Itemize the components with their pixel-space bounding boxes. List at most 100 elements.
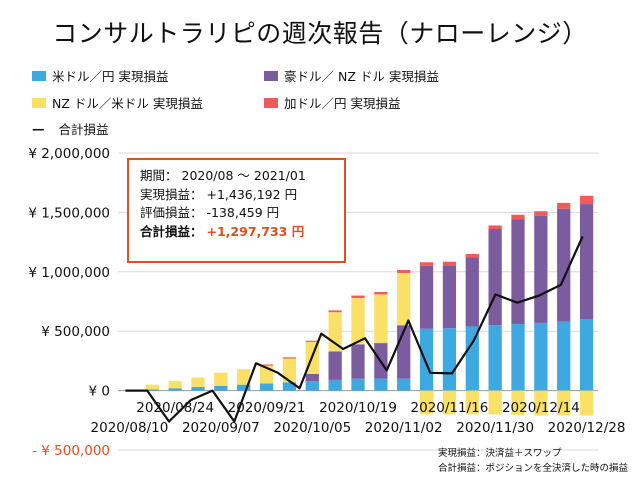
legend-item-aud-nzd: 豪ドル／ NZ ドル 実現損益 xyxy=(264,66,439,85)
chart-title: コンサルトラリピの週次報告（ナローレンジ） xyxy=(52,19,588,48)
bar-nzd-usd xyxy=(168,381,182,389)
bar-usd-jpy xyxy=(397,378,411,391)
bar-usd-jpy xyxy=(419,328,434,391)
y-tick-label: ¥ 0 xyxy=(89,384,110,400)
summary-box: 期間： 2020/08 ～ 2021/01 実現損益： +1,436,192 円… xyxy=(127,158,346,263)
bar-nzd-usd xyxy=(488,390,502,415)
bar-cad-jpy xyxy=(579,195,594,205)
bar-cad-jpy xyxy=(442,261,457,266)
x-tick-label: 2020/11/02 xyxy=(365,420,443,436)
y-axis-labels: ¥ 2,000,000 ¥ 1,500,000 ¥ 1,000,000 ¥ 500,0… xyxy=(28,146,110,459)
bar-usd-jpy xyxy=(374,378,388,391)
total-line xyxy=(125,235,584,423)
x-tick-label: 2020/11/16 xyxy=(411,400,489,416)
x-tick-label: 2020/12/28 xyxy=(548,420,626,436)
bar-aud-nzd xyxy=(351,344,365,379)
bar-aud-nzd xyxy=(328,351,342,380)
bar-cad-jpy xyxy=(511,214,525,220)
bar-usd-jpy xyxy=(282,382,297,391)
summary-realized-value: +1,436,192 円 xyxy=(206,186,298,202)
bar-aud-nzd xyxy=(419,265,434,329)
bar-usd-jpy xyxy=(328,379,342,391)
x-tick-label: 2020/08/24 xyxy=(136,400,214,416)
x-tick-label: 2020/11/30 xyxy=(456,420,534,436)
bar-cad-jpy xyxy=(328,310,342,313)
legend-swatch-cad-jpy xyxy=(264,97,278,108)
legend-item-usd-jpy: 米ドル／円 実現損益 xyxy=(32,66,168,85)
bar-usd-jpy xyxy=(214,385,228,391)
bar-usd-jpy xyxy=(442,328,457,391)
y-tick-label: ¥ 1,000,000 xyxy=(28,265,110,281)
footnote-total: 合計損益：ポジションを全決済した時の損益 xyxy=(438,463,629,474)
legend-swatch-nzd-usd xyxy=(32,97,46,108)
bar-aud-nzd xyxy=(465,257,479,327)
bar-cad-jpy xyxy=(305,340,319,342)
bar-nzd-usd xyxy=(579,390,594,416)
bar-usd-jpy xyxy=(579,319,594,391)
bar-nzd-usd xyxy=(419,390,434,415)
summary-period-label: 期間： xyxy=(140,168,178,183)
bar-nzd-usd xyxy=(374,294,388,344)
x-tick-label: 2020/09/07 xyxy=(182,420,260,436)
bar-cad-jpy xyxy=(488,225,502,230)
bar-nzd-usd xyxy=(351,297,365,345)
legend-item-nzd-usd: NZ ドル／米ドル 実現損益 xyxy=(32,93,203,112)
bar-nzd-usd xyxy=(145,384,159,390)
summary-unrealized: 評価損益： -138,459 円 xyxy=(140,204,344,223)
bar-nzd-usd xyxy=(237,369,251,385)
bar-usd-jpy xyxy=(511,324,525,391)
bar-cad-jpy xyxy=(259,364,274,366)
bar-nzd-usd xyxy=(557,390,571,416)
legend-label-total: 合計損益 xyxy=(58,122,109,137)
legend-label-usd-jpy: 米ドル／円 実現損益 xyxy=(52,69,169,84)
x-axis-labels: 2020/08/24 2020/09/21 2020/10/19 2020/11/16… xyxy=(91,400,626,436)
summary-period: 期間： 2020/08 ～ 2021/01 xyxy=(140,167,344,186)
legend-line-glyph: — xyxy=(32,121,45,136)
bar-usd-jpy xyxy=(145,389,159,391)
bar-usd-jpy xyxy=(237,384,251,391)
bar-cad-jpy xyxy=(282,357,297,359)
footnote-realized: 実現損益：決済益＋スワップ xyxy=(438,448,562,459)
summary-total-value: +1,297,733 円 xyxy=(206,223,305,239)
bar-usd-jpy xyxy=(557,321,571,391)
legend-swatch-aud-nzd xyxy=(264,70,278,81)
summary-total: 合計損益： +1,297,733 円 xyxy=(140,223,344,242)
summary-realized-label: 実現損益： xyxy=(140,186,203,202)
legend-label-aud-nzd: 豪ドル／ NZ ドル 実現損益 xyxy=(284,69,439,84)
x-tick-label: 2020/10/05 xyxy=(273,420,351,436)
bar-usd-jpy xyxy=(534,322,548,391)
bar-nzd-usd xyxy=(442,390,457,415)
bar-cad-jpy xyxy=(419,262,434,266)
bar-cad-jpy xyxy=(534,211,548,216)
bar-aud-nzd xyxy=(557,208,571,322)
x-tick-label: 2020/08/10 xyxy=(91,420,169,436)
summary-period-value: 2020/08 ～ 2021/01 xyxy=(181,168,306,183)
x-tick-label: 2020/12/14 xyxy=(502,400,580,416)
y-tick-label: ¥ 500,000 xyxy=(41,324,110,340)
summary-total-label: 合計損益： xyxy=(140,223,203,239)
bar-aud-nzd xyxy=(442,265,457,329)
bar-nzd-usd xyxy=(282,358,297,383)
bar-usd-jpy xyxy=(465,326,479,391)
bar-usd-jpy xyxy=(305,381,319,391)
bar-nzd-usd xyxy=(534,390,548,416)
y-tick-label: ¥ 2,000,000 xyxy=(28,146,110,162)
bar-usd-jpy xyxy=(488,325,502,391)
bar-aud-nzd xyxy=(534,215,548,323)
y-tick-label: ¥ 1,500,000 xyxy=(28,205,110,221)
bar-aud-nzd xyxy=(511,219,525,325)
bar-aud-nzd xyxy=(579,204,594,320)
footnotes: 実現損益：決済益＋スワップ 合計損益：ポジションを全決済した時の損益 xyxy=(438,446,628,476)
legend-label-nzd-usd: NZ ドル／米ドル 実現損益 xyxy=(52,96,203,111)
bar-cad-jpy xyxy=(351,295,365,298)
summary-unrealized-label: 評価損益： xyxy=(140,205,203,220)
bar-nzd-usd xyxy=(465,390,479,415)
legend-swatch-usd-jpy xyxy=(32,70,46,81)
bar-aud-nzd xyxy=(488,229,502,326)
legend-item-total: — 合計損益 xyxy=(32,119,109,138)
bar-cad-jpy xyxy=(557,202,571,209)
bar-cad-jpy xyxy=(374,291,388,295)
legend-label-cad-jpy: 加ドル／円 実現損益 xyxy=(284,96,401,111)
x-tick-label: 2020/09/21 xyxy=(228,400,306,416)
